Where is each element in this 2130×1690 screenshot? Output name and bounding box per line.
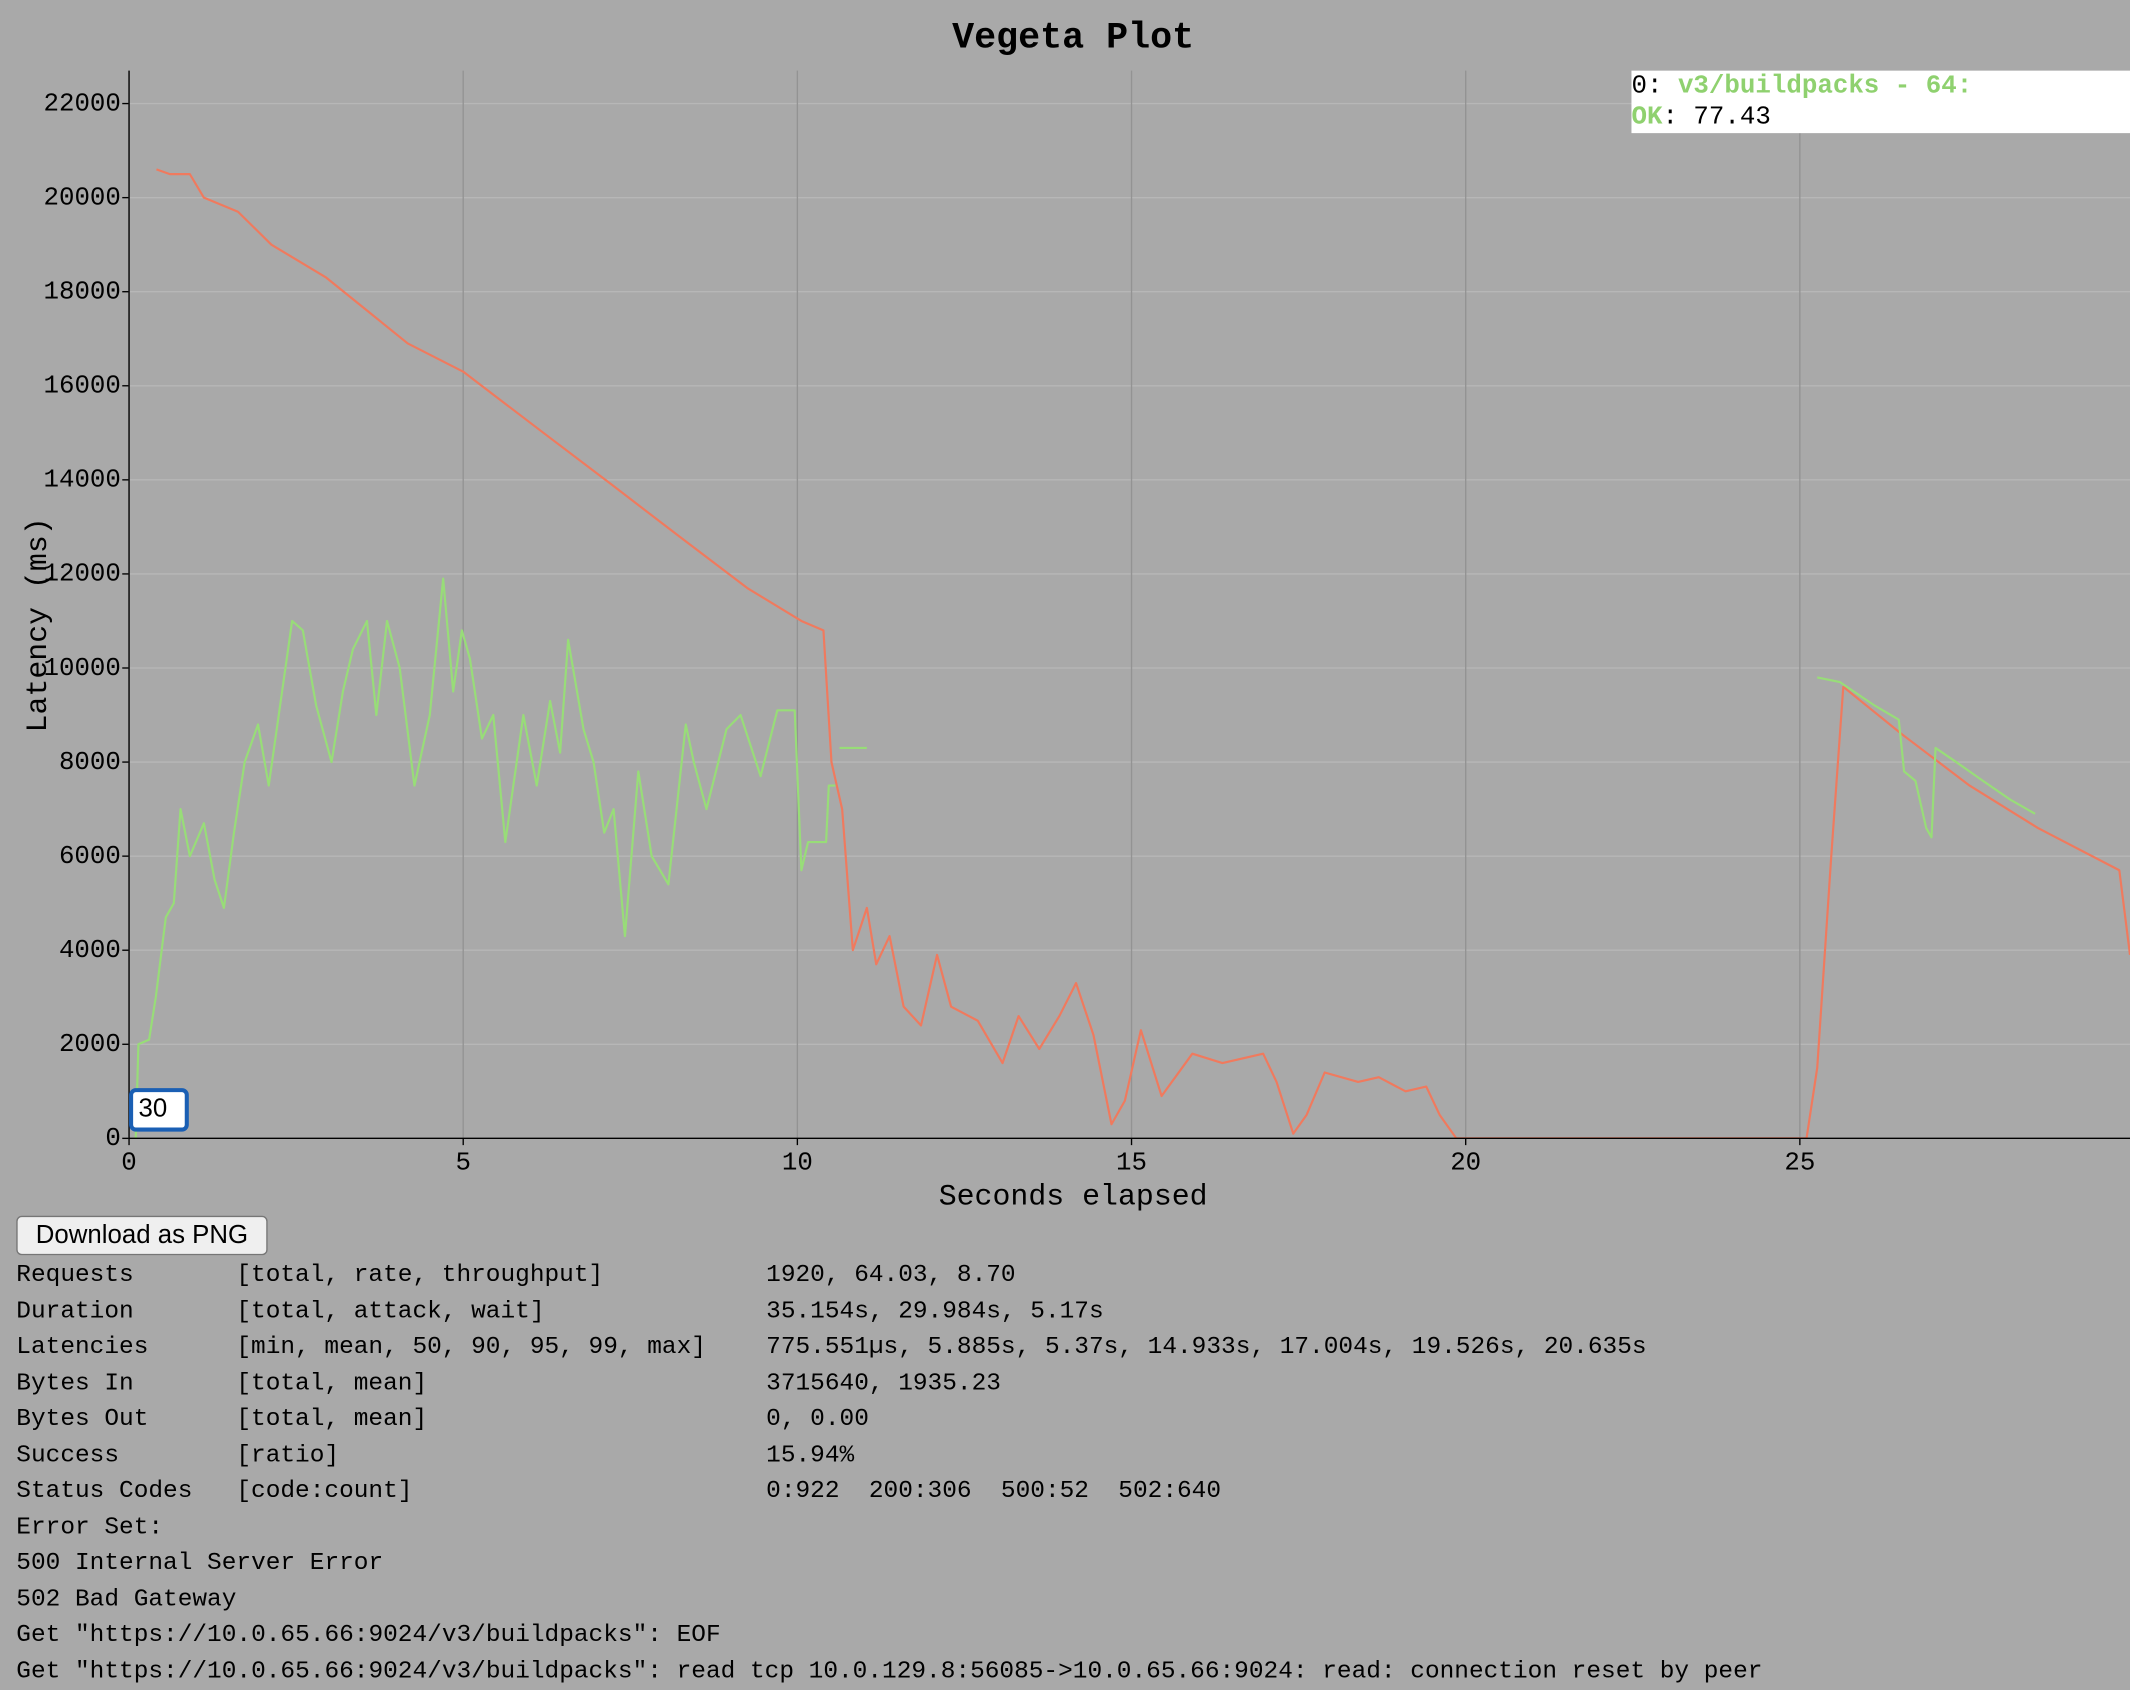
series-line bbox=[134, 577, 2036, 1139]
report-text: Bytes In bbox=[16, 1369, 134, 1398]
y-axis-label: Latency (ms) bbox=[21, 517, 55, 732]
legend-entry: OK bbox=[1631, 101, 1663, 132]
legend-index: 0: bbox=[1631, 70, 1678, 101]
report-text: [ratio] bbox=[236, 1441, 340, 1470]
x-tick-label: 10 bbox=[782, 1149, 813, 1178]
report-text: Get "https://10.0.65.66:9024/v3/buildpac… bbox=[16, 1657, 1763, 1686]
report-text: [total, attack, wait] bbox=[236, 1297, 545, 1326]
x-tick-label: 20 bbox=[1450, 1149, 1481, 1178]
report-text: Latencies bbox=[16, 1333, 149, 1362]
report-text: [total, rate, throughput] bbox=[236, 1261, 604, 1290]
x-tick-label: 0 bbox=[121, 1149, 136, 1178]
y-tick-label: 2000 bbox=[59, 1030, 121, 1059]
report-text: [total, mean] bbox=[236, 1405, 428, 1434]
chart: Vegeta Plot Seconds elapsed Latency (ms)… bbox=[21, 18, 2130, 1214]
download-button[interactable]: Download as PNG bbox=[16, 1215, 268, 1256]
y-tick-label: 8000 bbox=[59, 748, 121, 777]
y-tick-label: 16000 bbox=[43, 372, 120, 401]
zoom-input[interactable]: 30 bbox=[129, 1088, 189, 1132]
x-tick-label: 5 bbox=[455, 1149, 470, 1178]
legend: 0: v3/buildpacks - 64: OK: 77.43 bbox=[1631, 70, 2130, 134]
report-text: 1920, 64.03, 8.70 bbox=[766, 1261, 1016, 1290]
y-tick-label: 14000 bbox=[43, 466, 120, 495]
report-text: 502 Bad Gateway bbox=[16, 1585, 237, 1614]
legend-label: v3/buildpacks - 64: bbox=[1677, 70, 1973, 101]
series-line bbox=[156, 168, 2130, 1139]
report-text: Bytes Out bbox=[16, 1405, 149, 1434]
report-text: 0, 0.00 bbox=[766, 1405, 869, 1434]
report-text: Status Codes bbox=[16, 1477, 193, 1506]
x-tick-label: 25 bbox=[1784, 1149, 1815, 1178]
report-text: Success bbox=[16, 1441, 120, 1470]
report-text: 35.154s, 29.984s, 5.17s bbox=[766, 1297, 1104, 1326]
y-tick-label: 10000 bbox=[43, 654, 120, 683]
report-text: [total, mean] bbox=[236, 1369, 428, 1398]
y-tick-label: 6000 bbox=[59, 842, 121, 871]
report-text: [min, mean, 50, 90, 95, 99, max] bbox=[236, 1333, 706, 1362]
y-tick-label: 0 bbox=[105, 1124, 120, 1153]
report-text: 3715640, 1935.23 bbox=[766, 1369, 1001, 1398]
report-text: 500 Internal Server Error bbox=[16, 1549, 384, 1578]
chart-title: Vegeta Plot bbox=[952, 18, 1194, 60]
report-text: 15.94% bbox=[766, 1441, 855, 1470]
y-tick-label: 22000 bbox=[43, 89, 120, 118]
report-text: Requests bbox=[16, 1261, 134, 1290]
report-text: 775.551µs, 5.885s, 5.37s, 14.933s, 17.00… bbox=[766, 1333, 1647, 1362]
legend-value: : 77.43 bbox=[1662, 101, 1771, 132]
y-tick-label: 18000 bbox=[43, 278, 120, 307]
y-tick-label: 12000 bbox=[43, 560, 120, 589]
y-tick-label: 20000 bbox=[43, 183, 120, 212]
report-text: Get "https://10.0.65.66:9024/v3/buildpac… bbox=[16, 1621, 721, 1650]
report-text: 0:922 200:306 500:52 502:640 bbox=[766, 1477, 1222, 1506]
y-tick-label: 4000 bbox=[59, 936, 121, 965]
x-tick-label: 15 bbox=[1116, 1149, 1147, 1178]
report-text: [code:count] bbox=[236, 1477, 413, 1506]
report-text: Duration bbox=[16, 1297, 134, 1326]
report-text: Error Set: bbox=[16, 1513, 164, 1542]
x-axis-label: Seconds elapsed bbox=[939, 1180, 1208, 1214]
